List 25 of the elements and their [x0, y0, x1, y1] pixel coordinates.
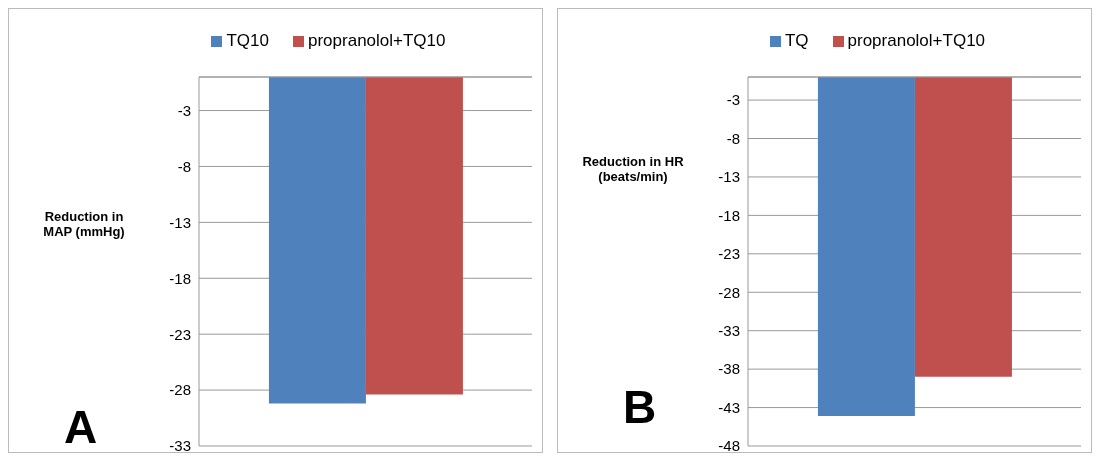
y-tick-label: -8: [726, 129, 740, 147]
legend-label: TQ10: [226, 31, 269, 50]
y-tick-label: -23: [169, 325, 191, 343]
y-tick-label: -43: [718, 398, 740, 416]
y-tick-label: -8: [177, 157, 191, 175]
y-tick-label: -13: [718, 168, 740, 186]
legend-label: propranolol+TQ10: [847, 31, 986, 50]
text: B: [623, 381, 657, 433]
y-tick-label: -28: [169, 381, 191, 399]
y-tick-label: -3: [726, 91, 740, 109]
y-tick-label: -33: [718, 322, 740, 340]
y-tick-label: -38: [718, 360, 740, 378]
y-axis-title: Reduction in MAP (mmHg): [42, 209, 126, 239]
y-axis-title: Reduction in HR (beats/min): [581, 154, 685, 184]
text: A: [64, 401, 98, 453]
y-tick-label: -18: [718, 206, 740, 224]
y-tick-label: -28: [718, 283, 740, 301]
y-tick-label: -13: [169, 213, 191, 231]
legend-label: TQ: [784, 31, 809, 50]
y-tick-label: -48: [718, 437, 740, 455]
y-tick-label: -18: [169, 269, 191, 287]
y-tick-label: -23: [718, 245, 740, 263]
y-tick-label: -33: [169, 437, 191, 455]
y-tick-label: -3: [177, 101, 191, 119]
legend-label: propranolol+TQ10: [308, 31, 446, 50]
